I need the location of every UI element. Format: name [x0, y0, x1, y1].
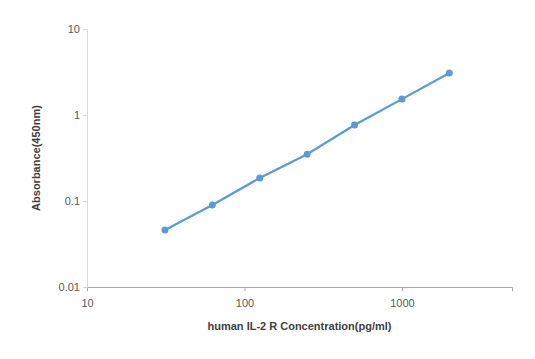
y-axis-line — [83, 30, 88, 288]
y-tick-label: 10 — [68, 23, 80, 35]
y-tick-label: 1 — [74, 109, 80, 121]
y-axis-title: Absorbance(450nm) — [30, 105, 42, 211]
y-tick-label: 0.01 — [59, 281, 80, 293]
x-tick: 1000 — [390, 287, 414, 309]
series-marker — [398, 96, 405, 103]
x-axis-line — [88, 288, 513, 292]
y-tick-mark — [83, 287, 87, 288]
y-tick: 1 — [74, 109, 87, 121]
x-tick: 10 — [81, 287, 93, 309]
y-axis: 0.01 0.1 1 10 — [59, 23, 88, 293]
series-marker — [256, 175, 263, 182]
series-marker — [446, 69, 453, 76]
series-line — [165, 73, 449, 230]
y-tick-mark — [83, 115, 87, 116]
x-tick-label: 100 — [236, 297, 254, 309]
x-tick-mark — [244, 287, 245, 291]
y-tick-mark — [83, 201, 87, 202]
x-tick: 100 — [236, 287, 254, 309]
plot-area — [161, 69, 452, 233]
y-tick-label: 0.1 — [65, 195, 80, 207]
series-marker — [209, 201, 216, 208]
y-tick: 0.01 — [59, 281, 87, 293]
series-marker — [304, 151, 311, 158]
x-axis-title: human IL-2 R Concentration(pg/ml) — [208, 320, 392, 332]
x-axis: 10 100 1000 — [81, 287, 512, 309]
x-tick-mark — [402, 287, 403, 291]
series-marker — [161, 227, 168, 234]
y-tick: 10 — [68, 23, 87, 35]
x-tick-label: 10 — [81, 297, 93, 309]
y-tick: 0.1 — [65, 195, 87, 207]
series-marker — [351, 122, 358, 129]
y-tick-mark — [83, 29, 87, 30]
chart: 10 100 1000 0.01 0.1 1 10 human IL-2 R Concentr… — [0, 0, 535, 359]
x-tick-label: 1000 — [390, 297, 414, 309]
